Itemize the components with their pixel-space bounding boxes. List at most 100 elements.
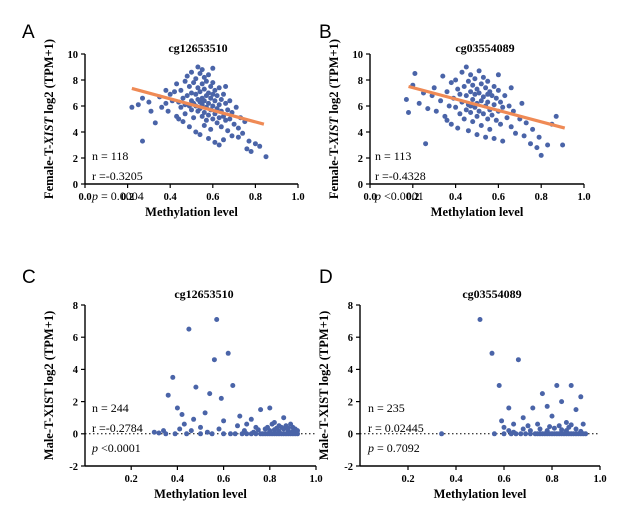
stat-p: p <0.0001: [91, 441, 141, 455]
data-point: [438, 98, 444, 104]
y-tick-label: 10: [68, 50, 79, 61]
data-point: [528, 141, 533, 147]
y-axis-title: Female-T-XIST log2 (TPM+1): [327, 39, 341, 199]
data-point: [152, 120, 158, 126]
data-point: [502, 93, 508, 99]
data-point: [199, 81, 205, 87]
data-point: [433, 108, 439, 114]
data-point: [201, 123, 207, 128]
data-point: [210, 103, 216, 109]
stat-n: n = 244: [92, 401, 129, 415]
stat-n: n = 118: [92, 149, 128, 163]
data-point: [191, 416, 197, 422]
data-point: [212, 139, 218, 145]
y-axis-title: Male-T-XIST log2 (TPM+1): [42, 311, 56, 460]
data-point: [493, 117, 499, 123]
y-tick-label: 8: [73, 76, 78, 87]
data-point: [193, 91, 199, 97]
data-point: [485, 116, 491, 122]
data-point: [520, 426, 526, 432]
data-point: [216, 115, 222, 121]
data-point: [580, 421, 586, 427]
data-point: [201, 110, 207, 115]
data-point: [172, 89, 177, 95]
data-point: [184, 431, 190, 437]
y-tick-label: 2: [358, 154, 363, 165]
data-point: [156, 430, 162, 436]
data-point: [453, 77, 459, 83]
data-point: [146, 99, 152, 105]
y-tick-label: 0: [73, 180, 78, 191]
y-tick-label: 0: [73, 430, 78, 441]
y-tick-label: 2: [73, 397, 78, 408]
data-point: [511, 429, 517, 435]
regression-line: [131, 86, 265, 126]
data-point: [216, 426, 222, 432]
data-point: [212, 87, 218, 93]
data-point: [248, 416, 254, 422]
data-point: [412, 71, 418, 76]
stat-r: r =-0.4328: [375, 169, 426, 183]
x-tick-label: 0.4: [171, 474, 185, 485]
data-point: [465, 128, 471, 134]
data-point: [258, 407, 264, 413]
chart-title: cg03554089: [455, 41, 514, 55]
data-point: [508, 124, 514, 130]
data-point: [179, 412, 185, 417]
data-point: [159, 104, 165, 110]
scatter-points: [439, 317, 589, 437]
x-tick-label: 0.2: [401, 474, 414, 485]
data-point: [165, 392, 171, 398]
data-point: [442, 113, 448, 119]
data-point: [177, 426, 183, 432]
x-tick-label: 0.6: [206, 192, 219, 203]
data-point: [530, 126, 536, 132]
y-tick-label: 4: [348, 365, 354, 376]
data-point: [206, 72, 211, 78]
data-point: [549, 413, 555, 419]
data-point: [214, 93, 220, 99]
data-point: [227, 98, 233, 104]
data-point: [248, 149, 254, 154]
data-point: [489, 93, 495, 99]
x-tick-label: 0.6: [217, 474, 230, 485]
data-point: [193, 129, 199, 135]
data-point: [491, 84, 497, 89]
data-point: [163, 431, 169, 437]
data-point: [231, 121, 237, 127]
data-point: [463, 64, 469, 70]
data-point: [463, 93, 469, 99]
x-tick-label: 0.2: [121, 192, 134, 203]
data-point: [198, 431, 203, 437]
x-tick-label: 0.6: [497, 474, 510, 485]
data-point: [461, 116, 467, 122]
data-point: [487, 126, 493, 132]
data-point: [209, 431, 215, 437]
stat-p: p = 0.0004: [91, 189, 144, 203]
data-point: [240, 130, 246, 136]
x-tick-label: 0.2: [125, 474, 138, 485]
data-point: [534, 145, 540, 151]
data-point: [151, 429, 157, 435]
data-point: [244, 146, 250, 152]
data-point: [225, 350, 231, 356]
data-point: [188, 428, 194, 434]
data-point: [186, 326, 192, 332]
data-point: [578, 428, 584, 434]
data-point: [506, 428, 512, 434]
data-point: [214, 120, 220, 126]
data-point: [174, 81, 180, 87]
data-point: [295, 428, 300, 434]
y-tick-label: 0: [358, 180, 363, 191]
data-point: [480, 74, 486, 80]
data-point: [197, 89, 203, 95]
data-point: [228, 431, 233, 437]
data-point: [199, 113, 205, 119]
data-point: [186, 124, 192, 130]
data-point: [181, 421, 187, 427]
data-point: [480, 111, 486, 117]
data-point: [457, 111, 463, 117]
data-point: [229, 133, 235, 139]
regression-line: [408, 84, 566, 130]
x-tick-label: 0.4: [449, 192, 463, 203]
